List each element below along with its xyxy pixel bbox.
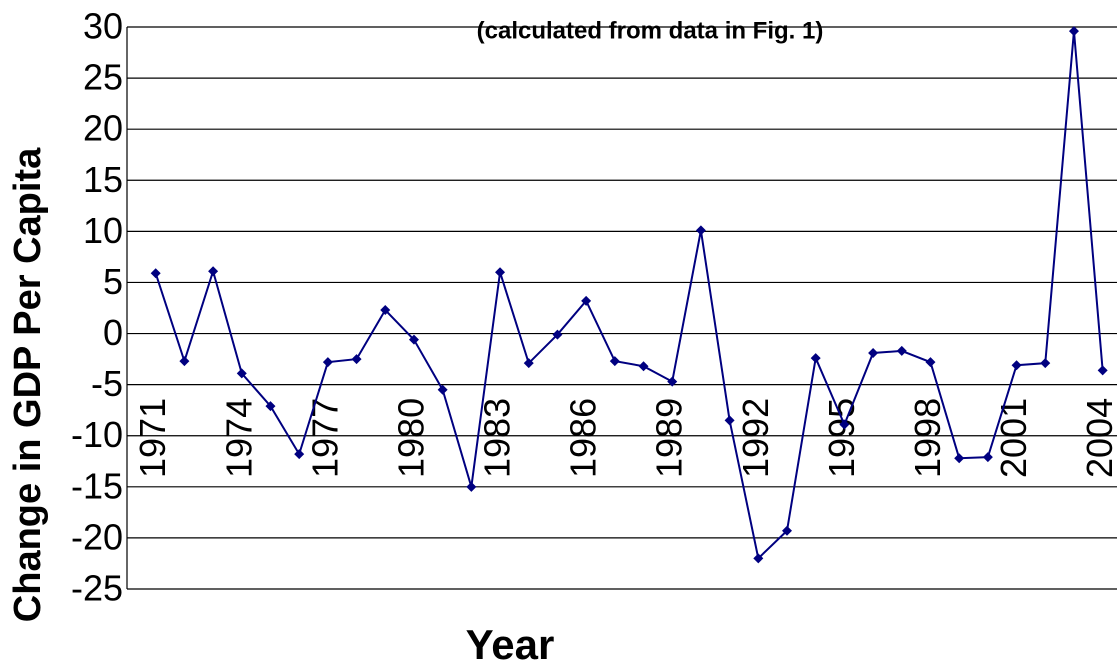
y-tick-label: 0: [103, 312, 123, 353]
y-tick-label: -15: [71, 465, 123, 506]
data-point: [208, 266, 219, 277]
x-tick-label: 1974: [218, 398, 259, 478]
data-point: [695, 225, 706, 236]
data-point: [638, 361, 649, 372]
data-point: [581, 295, 592, 306]
data-point: [523, 358, 534, 369]
y-tick-label: -25: [71, 568, 123, 609]
y-tick-label: 20: [83, 108, 123, 149]
x-tick-label: 1980: [390, 398, 431, 478]
data-point: [1097, 365, 1108, 376]
data-point: [150, 268, 161, 279]
y-tick-label: -10: [71, 414, 123, 455]
x-tick-label: 2001: [993, 398, 1034, 478]
x-tick-label: 1992: [735, 398, 776, 478]
data-point: [839, 419, 850, 430]
data-point: [753, 553, 764, 564]
data-point: [265, 401, 276, 412]
data-point: [782, 525, 792, 536]
y-tick-label: 25: [83, 57, 123, 98]
y-tick-label: 5: [103, 261, 123, 302]
x-tick-label: 1995: [821, 398, 862, 478]
data-point: [351, 354, 362, 365]
data-point: [1040, 358, 1051, 369]
data-point: [380, 305, 391, 316]
data-point: [925, 357, 936, 368]
data-point: [236, 368, 247, 379]
chart-title: (calculated from data in Fig. 1): [477, 17, 824, 44]
x-tick-label: 1971: [132, 398, 173, 478]
data-point: [294, 449, 305, 460]
data-point: [667, 376, 678, 387]
data-point: [810, 353, 821, 364]
data-point: [954, 453, 965, 464]
data-point: [408, 334, 419, 345]
data-point: [896, 345, 907, 356]
y-tick-label: -5: [91, 363, 123, 404]
data-line: [154, 31, 1104, 561]
y-axis-label: Change in GDP Per Capita: [7, 147, 49, 622]
y-tick-label: 10: [83, 210, 123, 251]
data-point: [552, 329, 563, 340]
x-tick-label: 1986: [563, 398, 604, 478]
x-axis-label: Year: [466, 621, 555, 668]
data-point: [868, 347, 879, 358]
x-tick-label: 1977: [304, 398, 345, 478]
y-tick-label: -20: [71, 516, 123, 557]
x-tick-label: 1989: [649, 398, 690, 478]
data-point: [466, 481, 477, 492]
data-point: [609, 356, 620, 367]
data-point: [437, 384, 448, 395]
data-point: [495, 267, 506, 278]
data-point: [982, 452, 993, 463]
x-tick-label: 2004: [1079, 398, 1120, 478]
data-point: [1068, 26, 1079, 37]
y-tick-label: 30: [83, 6, 123, 47]
x-tick-label: 1998: [907, 398, 948, 478]
x-tick-label: 1983: [477, 398, 518, 478]
data-point: [1011, 360, 1022, 371]
y-tick-label: 15: [83, 159, 123, 200]
data-point: [322, 357, 333, 368]
data-point: [179, 356, 190, 367]
data-point: [724, 415, 735, 426]
